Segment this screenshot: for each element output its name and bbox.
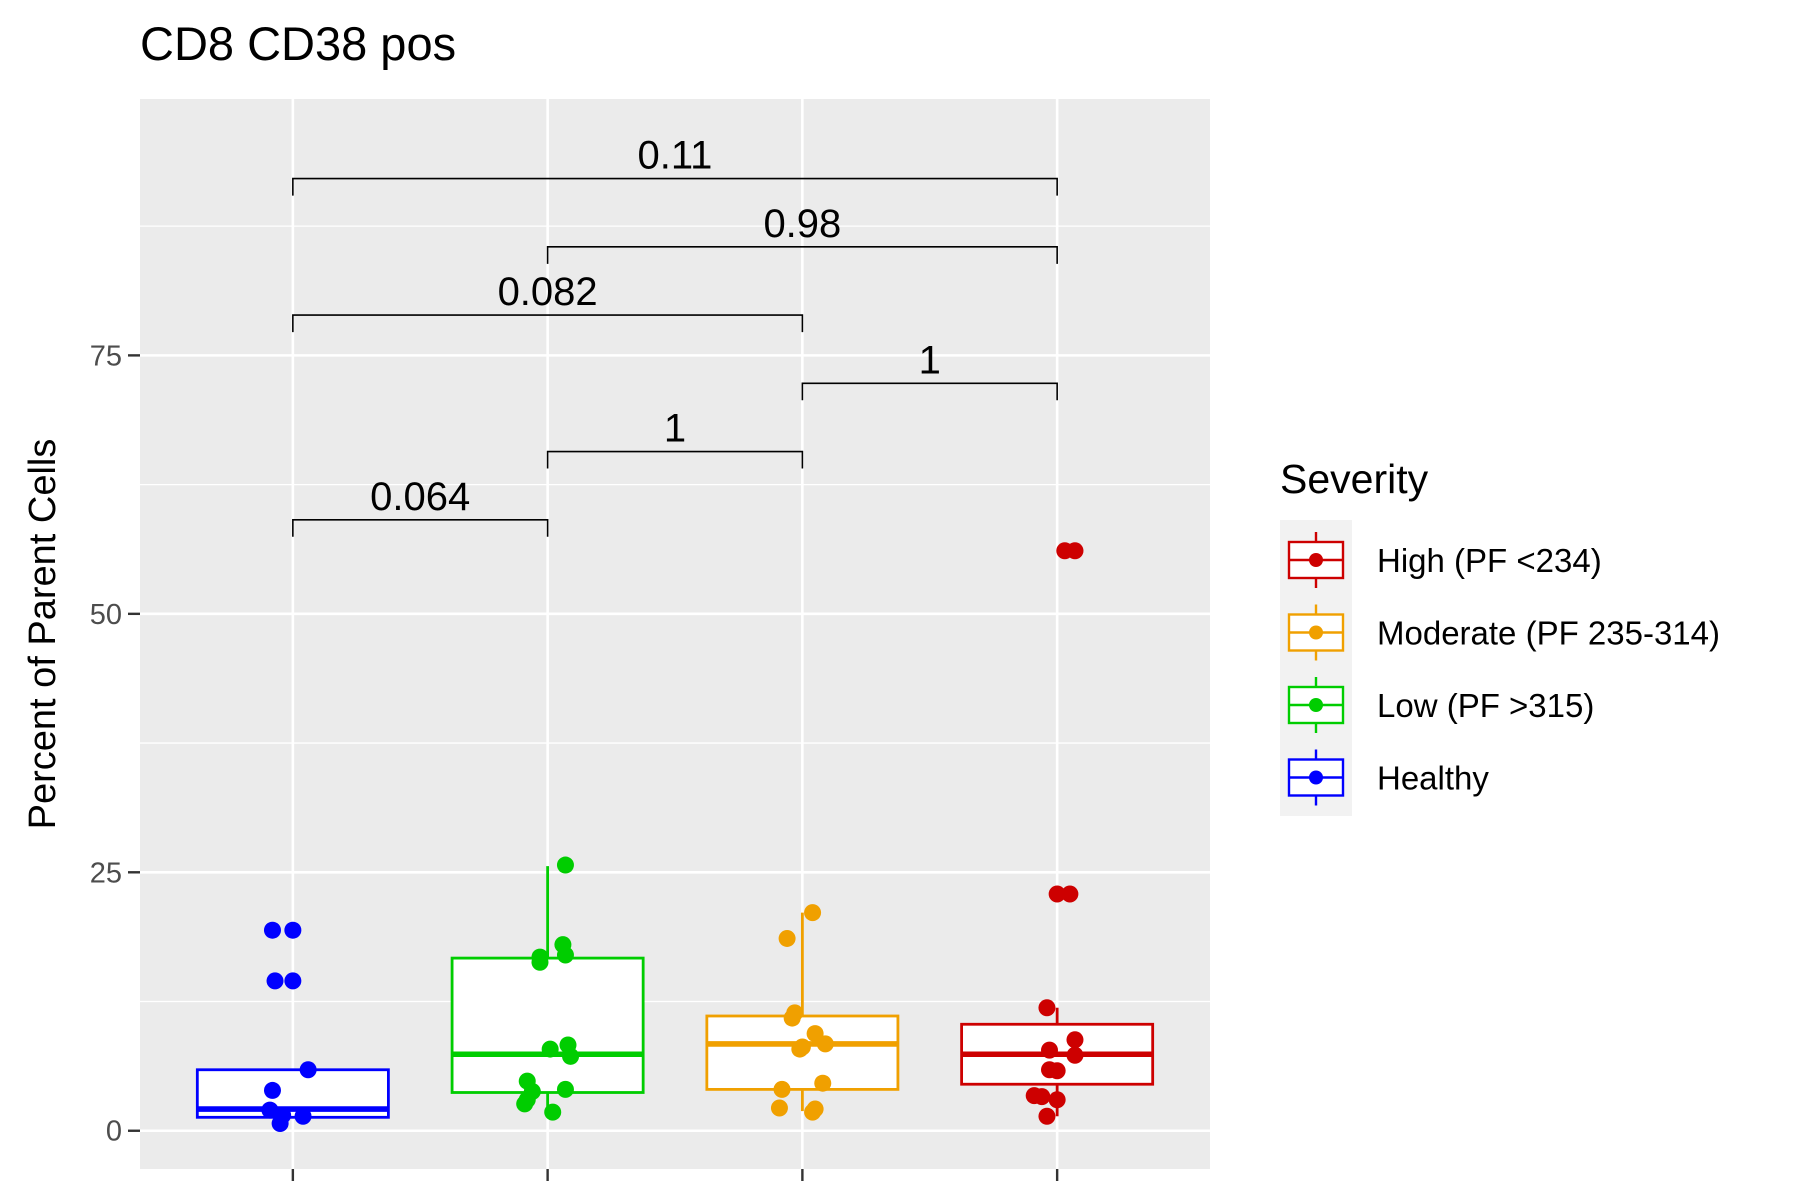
comparison-bracket: 0.064 <box>292 475 549 537</box>
legend-label: High (PF <234) <box>1377 542 1602 579</box>
data-point <box>814 1074 832 1092</box>
data-point <box>1066 1031 1084 1049</box>
legend-label: Healthy <box>1377 760 1489 797</box>
y-tick-label: 50 <box>90 599 122 631</box>
data-point <box>284 921 302 939</box>
p-value-label: 1 <box>919 338 941 382</box>
p-value-label: 0.064 <box>370 475 470 519</box>
data-point <box>284 972 302 990</box>
data-point <box>1048 1062 1066 1080</box>
significance-brackets: 0.064 1 1 0.082 0.98 0.11 <box>292 134 1058 537</box>
y-tick-label: 75 <box>90 340 122 372</box>
data-point <box>263 921 281 939</box>
legend: Severity High (PF <234) Moderate (PF 235-… <box>1280 456 1720 816</box>
plot-panel <box>140 99 1210 1169</box>
legend-entry: Moderate (PF 235-314) <box>1287 604 1720 661</box>
legend-key-point <box>1309 770 1323 785</box>
data-point <box>556 856 574 874</box>
comparison-bracket: 0.11 <box>292 134 1058 196</box>
p-value-label: 1 <box>664 407 686 451</box>
data-points <box>261 542 1084 1133</box>
data-point <box>1066 1046 1084 1064</box>
data-point <box>556 1080 574 1098</box>
bracket-line <box>801 382 1058 401</box>
y-axis-title: Percent of Parent Cells <box>22 439 64 830</box>
data-point <box>1033 1088 1051 1106</box>
legend-title: Severity <box>1280 456 1429 502</box>
data-point <box>778 929 796 947</box>
data-point <box>516 1095 534 1113</box>
comparison-bracket: 0.98 <box>546 202 1058 264</box>
data-point <box>263 1081 281 1099</box>
data-point <box>544 1103 562 1121</box>
legend-entry: Low (PF >315) <box>1287 677 1594 733</box>
data-point <box>770 1099 788 1117</box>
legend-key-point <box>1309 625 1323 640</box>
comparison-bracket: 1 <box>801 338 1058 401</box>
box-1 <box>450 866 645 1113</box>
bracket-line <box>292 314 804 333</box>
data-point <box>271 1115 289 1133</box>
data-point <box>1038 1107 1056 1125</box>
data-point <box>791 1040 809 1058</box>
bracket-line <box>292 177 1058 196</box>
box-iqr <box>450 956 645 1094</box>
data-point <box>804 1103 822 1121</box>
data-point <box>266 972 284 990</box>
chart-title: CD8 CD38 pos <box>140 17 456 70</box>
p-value-label: 0.98 <box>763 202 841 246</box>
legend-entry: Healthy <box>1287 749 1489 806</box>
data-point <box>1048 1091 1066 1109</box>
legend-key-point <box>1309 698 1323 712</box>
data-point <box>261 1101 279 1119</box>
data-point <box>783 1009 801 1027</box>
data-point <box>804 904 822 922</box>
y-tick-label: 0 <box>106 1116 122 1148</box>
data-point <box>1038 999 1056 1017</box>
y-axis: 0 25 50 75 <box>90 340 140 1148</box>
x-axis <box>291 1169 1059 1181</box>
data-point <box>1041 1041 1058 1059</box>
comparison-bracket: 0.082 <box>292 270 804 333</box>
legend-label: Low (PF >315) <box>1377 687 1594 724</box>
p-value-label: 0.082 <box>498 270 598 314</box>
bracket-line <box>546 450 804 469</box>
data-point <box>556 946 574 964</box>
legend-key-point <box>1309 553 1323 567</box>
data-point <box>294 1107 312 1125</box>
bracket-line <box>292 518 549 537</box>
data-point <box>531 953 549 971</box>
data-point <box>299 1061 317 1079</box>
legend-entry: High (PF <234) <box>1287 532 1602 588</box>
box-0 <box>195 1068 390 1119</box>
legend-label: Moderate (PF 235-314) <box>1377 615 1720 652</box>
data-point <box>773 1080 791 1098</box>
data-point <box>562 1047 580 1065</box>
data-point <box>1066 542 1084 560</box>
data-point <box>1061 885 1079 903</box>
data-point <box>541 1040 559 1058</box>
data-point <box>816 1035 834 1053</box>
p-value-label: 0.11 <box>638 134 713 178</box>
bracket-line <box>546 246 1058 264</box>
y-tick-label: 25 <box>90 857 122 889</box>
data-point <box>806 1025 824 1043</box>
comparison-bracket: 1 <box>546 407 804 469</box>
data-point <box>1048 885 1066 903</box>
